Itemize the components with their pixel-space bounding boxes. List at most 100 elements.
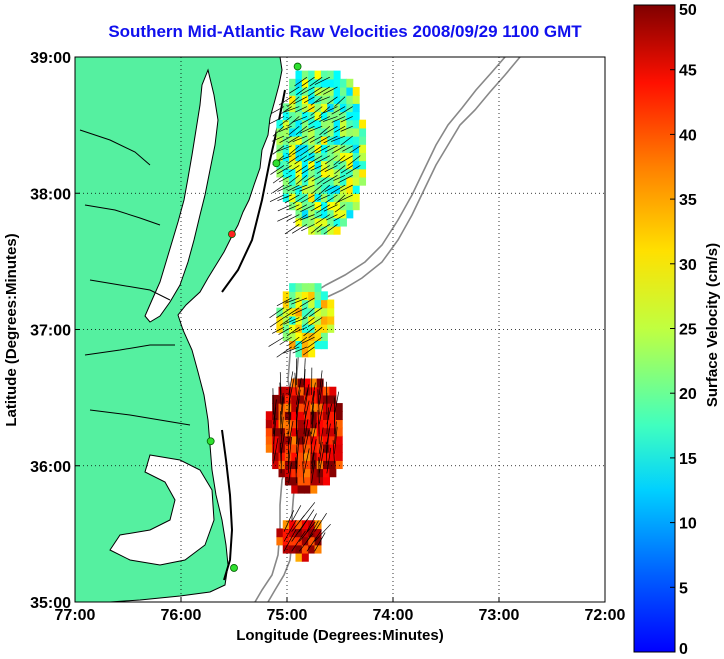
velocity-cell (320, 324, 328, 333)
velocity-arrow (333, 214, 346, 222)
velocity-cell (340, 86, 347, 96)
velocity-cell (314, 528, 322, 538)
velocity-arrow (284, 307, 300, 318)
velocity-cell (295, 144, 303, 153)
velocity-cell (352, 119, 360, 129)
velocity-cell (291, 419, 299, 429)
velocity-arrow (288, 436, 292, 464)
velocity-arrow (294, 76, 308, 87)
velocity-arrow (308, 155, 323, 164)
velocity-cell (301, 291, 309, 301)
velocity-arrow (338, 155, 353, 165)
velocity-cell (282, 536, 290, 546)
velocity-arrow (295, 174, 308, 185)
velocity-cell (301, 283, 309, 292)
velocity-cell (314, 152, 322, 162)
velocity-cell (301, 86, 309, 96)
velocity-arrow (317, 194, 330, 201)
velocity-cell (297, 411, 305, 421)
velocity-cell (308, 111, 316, 121)
velocity-arrow (347, 155, 361, 166)
velocity-cell (291, 378, 299, 388)
velocity-cell (316, 460, 324, 470)
velocity-cell (291, 427, 299, 437)
velocity-cell (333, 176, 341, 186)
velocity-cell (340, 217, 347, 227)
velocity-arrow (293, 214, 308, 224)
velocity-cell (333, 86, 341, 96)
velocity-cell (282, 332, 290, 341)
velocity-arrow (301, 76, 315, 87)
velocity-arrow (277, 194, 292, 201)
velocity-arrow (325, 441, 328, 464)
velocity-cell (301, 95, 309, 104)
velocity-arrow (323, 224, 338, 235)
velocity-cell (346, 201, 354, 211)
velocity-field-south-field (265, 358, 343, 494)
velocity-cell (333, 160, 341, 170)
velocity-cell (297, 476, 305, 486)
velocity-cell (295, 95, 303, 104)
velocity-cell (346, 144, 354, 153)
velocity-cell (314, 176, 322, 186)
velocity-cell (329, 394, 337, 404)
velocity-arrow (276, 307, 292, 319)
velocity-cell (301, 185, 309, 194)
velocity-arrow (309, 76, 323, 87)
velocity-cell (314, 307, 322, 317)
velocity-cell (301, 544, 309, 554)
velocity-cell (308, 209, 316, 219)
velocity-cell (352, 176, 360, 186)
velocity-arrow (314, 532, 326, 552)
velocity-cell (308, 520, 316, 530)
velocity-cell (282, 291, 290, 301)
velocity-cell (301, 307, 309, 317)
velocity-arrow (303, 448, 310, 474)
velocity-cell (320, 332, 328, 341)
velocity-cell (327, 168, 335, 178)
velocity-cell (314, 201, 322, 211)
velocity-arrow (311, 422, 317, 445)
colorbar-tick-label: 35 (679, 192, 697, 209)
velocity-cell (308, 185, 316, 194)
velocity-cell (301, 528, 309, 538)
velocity-cell (327, 209, 335, 219)
velocity-cell (327, 152, 335, 162)
colorbar (633, 4, 676, 653)
velocity-arrow (291, 224, 308, 234)
colorbar-tick-label: 40 (679, 127, 697, 144)
velocity-arrow (291, 505, 302, 523)
velocity-arrow (295, 438, 300, 464)
velocity-cell (333, 144, 341, 153)
velocity-cell (301, 193, 309, 203)
velocity-arrow (280, 433, 285, 454)
velocity-arrow (294, 106, 308, 113)
velocity-cell (327, 86, 335, 96)
velocity-cell (320, 315, 328, 325)
velocity-cell (327, 217, 335, 227)
velocity-cell (327, 78, 335, 88)
velocity-cell (323, 435, 330, 445)
velocity-arrow (308, 145, 323, 156)
velocity-arrow (294, 155, 308, 165)
velocity-arrow (280, 411, 282, 435)
velocity-cell (323, 476, 330, 486)
velocity-cell (340, 127, 347, 137)
velocity-cell (340, 119, 347, 129)
velocity-arrow (317, 410, 320, 435)
velocity-arrow (287, 96, 300, 107)
velocity-arrow (296, 204, 308, 211)
river-inlet (79, 129, 191, 426)
velocity-cell (308, 348, 316, 358)
velocity-arrow (316, 174, 331, 185)
velocity-arrow (306, 530, 322, 552)
velocity-arrow (323, 125, 338, 135)
velocity-cell (291, 435, 299, 445)
velocity-arrow (304, 174, 315, 183)
velocity-arrow (324, 184, 338, 192)
velocity-cell (327, 95, 335, 104)
velocity-cell (303, 443, 311, 453)
velocity-arrow (311, 174, 323, 182)
velocity-cell (282, 111, 290, 121)
velocity-cell (333, 193, 341, 203)
